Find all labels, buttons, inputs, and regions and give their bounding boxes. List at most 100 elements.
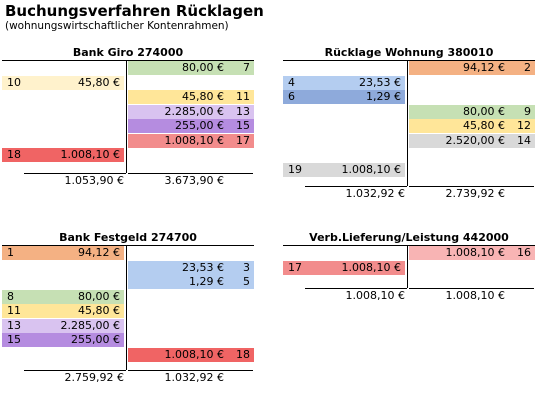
page-subtitle: (wohnungswirtschaftlicher Kontenrahmen) (5, 20, 229, 32)
credit-entry: 9 80,00 € (409, 104, 535, 119)
account-top-line (283, 245, 535, 246)
entry-number: 2 (524, 61, 531, 74)
entry-number: 13 (7, 318, 21, 332)
entry-amount: 1,29 € (189, 275, 224, 288)
credit-entry: 3 23,53 € (128, 260, 254, 275)
debit-entry: 17 1.008,10 € (283, 260, 405, 275)
debit-entry: 4 23,53 € (283, 75, 405, 90)
credit-entry: 16 1.008,10 € (409, 246, 535, 260)
account-top-line (283, 60, 535, 61)
debit-total: 2.759,92 € (64, 371, 124, 384)
debit-entry: 19 1.008,10 € (283, 162, 405, 177)
entry-amount: 45,80 € (78, 75, 120, 89)
account-title: Bank Festgeld 274700 (59, 231, 197, 244)
entry-amount: 80,00 € (78, 289, 120, 303)
entry-number: 4 (288, 75, 295, 89)
page-title: Buchungsverfahren Rücklagen (5, 2, 264, 20)
debit-entry: 1 94,12 € (2, 246, 124, 260)
entry-number: 8 (7, 289, 14, 303)
entry-amount: 1,29 € (366, 90, 401, 103)
debit-entry: 10 45,80 € (2, 75, 124, 90)
entry-number: 9 (524, 104, 531, 118)
entry-number: 15 (236, 119, 250, 132)
t-account: Bank Giro 274000 10 45,80 € 18 1.008,10 € 7 80… (2, 46, 254, 189)
entry-number: 12 (517, 119, 531, 132)
credit-total: 1.032,92 € (164, 371, 224, 384)
account-divider (407, 60, 408, 186)
account-title: Verb.Lieferung/Leistung 442000 (309, 231, 509, 244)
entry-number: 17 (236, 133, 250, 147)
entry-number: 7 (243, 61, 250, 74)
t-account: Verb.Lieferung/Leistung 442000 17 1.008,10… (283, 231, 535, 304)
entry-number: 16 (517, 246, 531, 259)
entry-number: 13 (236, 104, 250, 118)
credit-total: 2.739,92 € (445, 187, 505, 200)
entry-amount: 94,12 € (78, 246, 120, 259)
entry-amount: 1.008,10 € (164, 347, 224, 361)
debit-entry: 13 2.285,00 € (2, 318, 124, 333)
debit-total: 1.008,10 € (345, 289, 405, 302)
credit-sum-line (409, 186, 534, 187)
debit-sum-line (305, 288, 407, 289)
entry-number: 15 (7, 333, 21, 346)
entry-amount: 23,53 € (182, 260, 224, 274)
entry-amount: 94,12 € (463, 61, 505, 74)
entry-amount: 1.008,10 € (60, 148, 120, 161)
entry-amount: 2.520,00 € (445, 133, 505, 147)
credit-entry: 5 1,29 € (128, 275, 254, 289)
entry-amount: 23,53 € (359, 75, 401, 89)
entry-number: 11 (7, 304, 21, 317)
credit-entry: 2 94,12 € (409, 61, 535, 75)
entry-number: 14 (517, 133, 531, 147)
debit-sum-line (305, 186, 407, 187)
credit-entry: 11 45,80 € (128, 90, 254, 104)
entry-amount: 45,80 € (182, 90, 224, 103)
entry-number: 18 (236, 347, 250, 361)
entry-number: 10 (7, 75, 21, 89)
credit-sum-line (128, 370, 253, 371)
t-account: Bank Festgeld 274700 1 94,12 € 8 80,00 € 11 45… (2, 231, 254, 386)
entry-amount: 45,80 € (78, 304, 120, 317)
t-account: Rücklage Wohnung 380010 4 23,53 € 6 1,29 € 19… (283, 46, 535, 202)
credit-entry: 14 2.520,00 € (409, 133, 535, 148)
entry-number: 5 (243, 275, 250, 288)
entry-number: 6 (288, 90, 295, 103)
credit-entry: 17 1.008,10 € (128, 133, 254, 148)
debit-total: 1.053,90 € (64, 174, 124, 187)
account-divider (126, 245, 127, 370)
entry-amount: 1.008,10 € (164, 133, 224, 147)
debit-sum-line (24, 370, 126, 371)
credit-total: 3.673,90 € (164, 174, 224, 187)
account-divider (407, 245, 408, 288)
credit-entry: 18 1.008,10 € (128, 347, 254, 362)
entry-number: 11 (236, 90, 250, 103)
entry-amount: 1.008,10 € (341, 162, 401, 176)
entry-amount: 255,00 € (175, 119, 224, 132)
debit-sum-line (24, 173, 126, 174)
debit-entry: 18 1.008,10 € (2, 148, 124, 162)
entry-number: 19 (288, 162, 302, 176)
account-top-line (2, 60, 254, 61)
entry-number: 18 (7, 148, 21, 161)
entry-number: 17 (288, 260, 302, 274)
account-title: Rücklage Wohnung 380010 (324, 46, 494, 59)
entry-amount: 2.285,00 € (164, 104, 224, 118)
credit-sum-line (409, 288, 534, 289)
credit-entry: 12 45,80 € (409, 119, 535, 133)
account-title: Bank Giro 274000 (72, 46, 184, 59)
debit-entry: 6 1,29 € (283, 90, 405, 104)
debit-entry: 8 80,00 € (2, 289, 124, 304)
credit-total: 1.008,10 € (445, 289, 505, 302)
entry-number: 1 (7, 246, 14, 259)
entry-amount: 2.285,00 € (60, 318, 120, 332)
entry-amount: 1.008,10 € (341, 260, 401, 274)
entry-amount: 255,00 € (71, 333, 120, 346)
debit-total: 1.032,92 € (345, 187, 405, 200)
entry-amount: 1.008,10 € (445, 246, 505, 259)
account-divider (126, 60, 127, 173)
credit-entry: 13 2.285,00 € (128, 104, 254, 119)
entry-amount: 45,80 € (463, 119, 505, 132)
account-top-line (2, 245, 254, 246)
entry-amount: 80,00 € (182, 61, 224, 74)
credit-sum-line (128, 173, 253, 174)
